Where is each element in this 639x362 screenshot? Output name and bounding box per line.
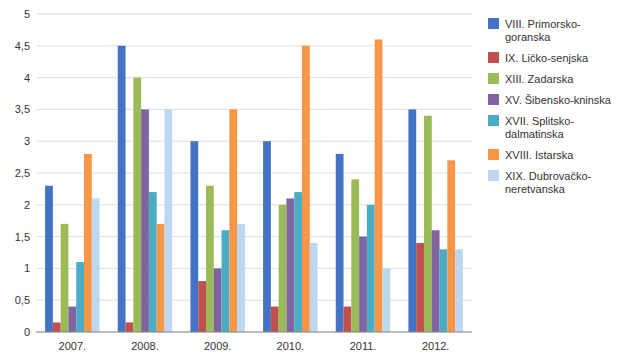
x-tick-label: 2010. <box>277 340 305 352</box>
bar <box>214 268 222 332</box>
bar <box>149 192 157 332</box>
bar <box>310 243 318 332</box>
bar <box>68 307 76 332</box>
grid-line <box>36 332 472 333</box>
bar <box>206 186 214 332</box>
legend-label: XVIII. Istarska <box>505 149 574 161</box>
legend-label: XIII. Zadarska <box>505 73 574 85</box>
grid-line <box>36 14 472 15</box>
bar <box>198 281 206 332</box>
y-tick-label: 4,5 <box>15 40 30 52</box>
series <box>84 39 455 332</box>
chart-container: 0 0,5 1 1,5 2 2,5 3 3,5 4 4,5 5 2007. 2008. 2009. 2010… <box>0 0 639 362</box>
legend-swatch <box>488 73 499 84</box>
legend-label: XVII. Splitsko-dalmatinska <box>505 115 574 140</box>
legend-label: IX. Ličko-senjska <box>505 52 589 64</box>
y-tick-label: 1 <box>24 262 30 274</box>
bar <box>190 141 198 332</box>
bar <box>229 109 237 332</box>
legend-label: XIX. Dubrovačko-neretvanska <box>505 170 592 195</box>
bar <box>440 249 448 332</box>
legend: VIII. Primorsko-goranska IX. Ličko-senjsk… <box>488 18 612 195</box>
x-tick-label: 2008. <box>131 340 159 352</box>
bar <box>367 205 375 332</box>
bar <box>351 179 359 332</box>
bar <box>416 243 424 332</box>
bar <box>76 262 84 332</box>
bar <box>432 230 440 332</box>
bar <box>382 268 390 332</box>
bar <box>45 186 53 332</box>
bar <box>424 116 432 332</box>
y-tick-label: 4 <box>24 72 30 84</box>
x-tick-label: 2012. <box>422 340 450 352</box>
legend-swatch <box>488 52 499 63</box>
legend-label: VIII. Primorsko-goranska <box>505 18 581 43</box>
bar <box>133 78 141 332</box>
bar <box>344 307 352 332</box>
bar <box>263 141 271 332</box>
x-tick-label: 2009. <box>204 340 232 352</box>
y-tick-label: 3 <box>24 135 30 147</box>
legend-swatch <box>488 18 499 29</box>
grid-line <box>36 300 472 301</box>
bar <box>157 224 165 332</box>
y-axis: 0 0,5 1 1,5 2 2,5 3 3,5 4 4,5 5 <box>15 8 30 338</box>
grid-line <box>36 109 472 110</box>
x-tick-label: 2007. <box>59 340 87 352</box>
legend-label: XV. Šibensko-kninska <box>505 94 612 106</box>
y-tick-label: 2,5 <box>15 167 30 179</box>
series <box>45 46 416 332</box>
bar <box>336 154 344 332</box>
grid-line <box>36 173 472 174</box>
grid-line <box>36 141 472 142</box>
legend-swatch <box>488 115 499 126</box>
bar <box>126 322 134 332</box>
grid <box>36 14 472 332</box>
y-tick-label: 2 <box>24 199 30 211</box>
bar <box>118 46 126 332</box>
legend-swatch <box>488 149 499 160</box>
x-axis: 2007. 2008. 2009. 2010. 2011. 2012. <box>36 332 472 352</box>
legend-swatch <box>488 94 499 105</box>
bar <box>141 109 149 332</box>
grid-line <box>36 77 472 78</box>
bar <box>302 46 310 332</box>
series <box>92 109 463 332</box>
bar <box>237 224 245 332</box>
grid-line <box>36 204 472 205</box>
y-tick-label: 0,5 <box>15 294 30 306</box>
y-tick-label: 0 <box>24 326 30 338</box>
bar <box>279 205 287 332</box>
series <box>68 109 439 332</box>
bar <box>222 230 230 332</box>
bar <box>61 224 69 332</box>
bar <box>455 249 463 332</box>
bar <box>271 307 279 332</box>
y-tick-label: 3,5 <box>15 103 30 115</box>
grid-line <box>36 268 472 269</box>
chart-svg: 0 0,5 1 1,5 2 2,5 3 3,5 4 4,5 5 2007. 2008. 2009. 2010… <box>0 0 639 362</box>
legend-swatch <box>488 170 499 181</box>
bar <box>375 39 383 332</box>
bar <box>294 192 302 332</box>
bar <box>164 109 172 332</box>
series <box>76 192 447 332</box>
bar <box>84 154 92 332</box>
x-axis-line <box>36 332 472 333</box>
x-tick-label: 2011. <box>350 340 377 352</box>
bar <box>359 237 367 332</box>
bar <box>408 109 416 332</box>
y-tick-label: 1,5 <box>15 231 30 243</box>
grid-line <box>36 45 472 46</box>
bar <box>53 322 61 332</box>
y-tick-label: 5 <box>24 8 30 20</box>
bars <box>45 39 463 332</box>
bar <box>447 160 455 332</box>
bar <box>92 198 100 332</box>
bar <box>286 198 294 332</box>
grid-line <box>36 236 472 237</box>
